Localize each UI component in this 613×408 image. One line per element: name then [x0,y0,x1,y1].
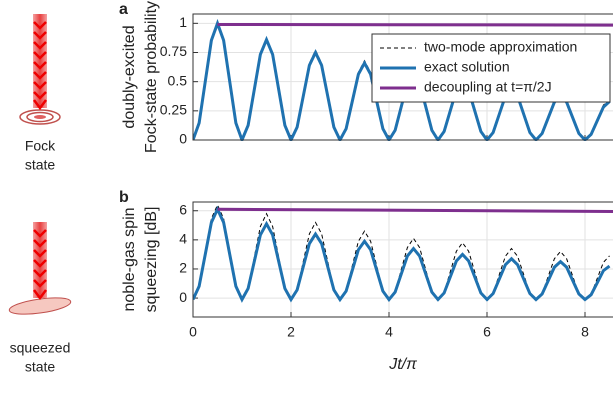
fock-label: Fock [25,138,56,154]
y-axis-label: Fock-state probability [143,1,160,153]
x-tick-label: 8 [581,324,589,340]
data-line [193,18,611,141]
legend-label: two-mode approximation [424,39,577,55]
plot-lines [193,18,613,141]
data-line [193,205,611,303]
y-tick-label: 0.25 [160,102,187,118]
panel-label: b [119,189,129,206]
y-tick-label: 0 [179,131,187,147]
legend-label: exact solution [424,59,510,75]
squeezed-label: state [25,359,56,375]
y-axis-label: noble-gas spin [121,207,138,311]
y-tick-label: 0.75 [160,43,187,59]
y-axis-label: doubly-excited [121,25,138,128]
axes-box [192,13,613,141]
fock-label: state [25,157,56,173]
plot-lines [193,203,613,303]
y-tick-label: 1 [179,14,187,30]
x-axis-label: Jt/π [388,356,417,373]
panel-label: a [119,1,128,18]
y-tick-label: 0 [179,289,187,305]
data-line [217,23,613,27]
y-tick-label: 2 [179,260,187,276]
y-tick-label: 4 [179,231,187,247]
squeezed-illustration [8,222,72,315]
fock-illustration [19,14,61,125]
y-tick-label: 6 [179,201,187,217]
x-tick-label: 4 [385,324,393,340]
legend-label: decoupling at t=π/2J [424,79,552,95]
y-axis-label: squeezing [dB] [143,207,160,313]
x-tick-label: 6 [483,324,491,340]
data-line [217,207,613,213]
legend-box [371,33,611,103]
y-tick-label: 0.5 [168,72,188,88]
squeezed-label: squeezed [10,340,71,356]
axes-box [192,201,613,318]
x-tick-label: 0 [189,324,197,340]
x-tick-label: 2 [287,324,295,340]
